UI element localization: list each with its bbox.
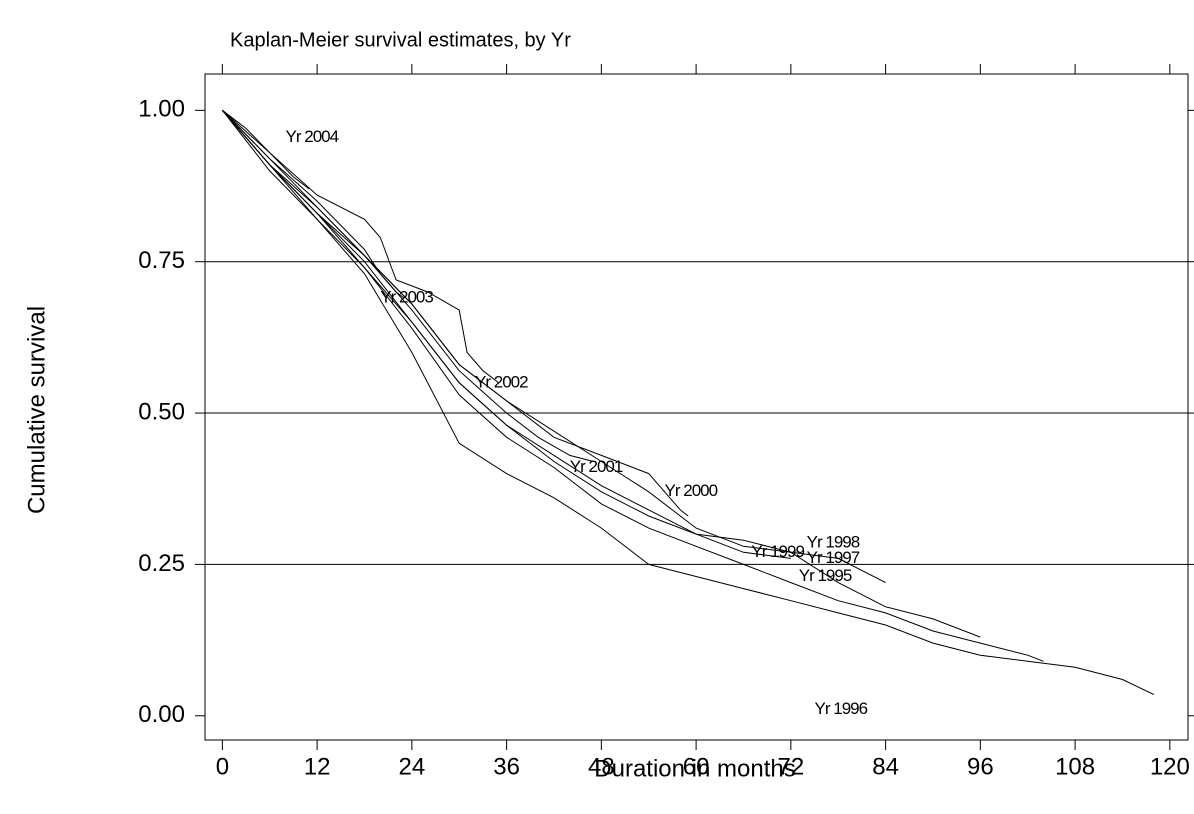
curve-label: Yr 2000 xyxy=(665,481,718,500)
y-axis-label: Cumulative survival xyxy=(23,306,50,514)
curve-label: Yr 2004 xyxy=(286,127,339,146)
curve-label: Yr 1999 xyxy=(751,542,804,561)
x-tick-label: 36 xyxy=(493,753,520,780)
survival-curve xyxy=(222,109,689,517)
curve-label: Yr 2002 xyxy=(475,372,528,391)
y-tick-label: 0.75 xyxy=(138,247,185,274)
x-tick-label: 0 xyxy=(216,753,229,780)
survival-curve xyxy=(222,109,981,638)
x-tick-label: 120 xyxy=(1150,753,1190,780)
survival-curve xyxy=(222,109,1155,696)
curve-label: Yr 1996 xyxy=(815,699,868,718)
x-tick-label: 108 xyxy=(1055,753,1095,780)
x-tick-label: 96 xyxy=(967,753,994,780)
survival-curve xyxy=(222,109,594,462)
survival-curve xyxy=(222,109,500,384)
x-tick-label: 60 xyxy=(683,753,710,780)
curve-label: Yr 2001 xyxy=(570,457,623,476)
x-tick-label: 84 xyxy=(872,753,899,780)
chart-title: Kaplan-Meier survival estimates, by Yr xyxy=(230,29,571,51)
y-tick-label: 1.00 xyxy=(138,96,185,123)
curve-label: Yr 1997 xyxy=(807,548,860,567)
curve-label: Yr 1995 xyxy=(799,566,852,585)
survival-curve xyxy=(222,109,886,584)
y-tick-label: 0.25 xyxy=(138,550,185,577)
x-tick-label: 24 xyxy=(399,753,426,780)
x-tick-label: 48 xyxy=(588,753,615,780)
x-tick-label: 12 xyxy=(304,753,331,780)
y-tick-label: 0.50 xyxy=(138,398,185,425)
plot-frame xyxy=(204,73,1189,741)
y-tick-label: 0.00 xyxy=(138,701,185,728)
x-axis-label: Duration in months xyxy=(594,755,795,782)
x-tick-label: 72 xyxy=(778,753,805,780)
curve-label: Yr 1998 xyxy=(807,533,860,552)
survival-curve xyxy=(222,109,1044,662)
